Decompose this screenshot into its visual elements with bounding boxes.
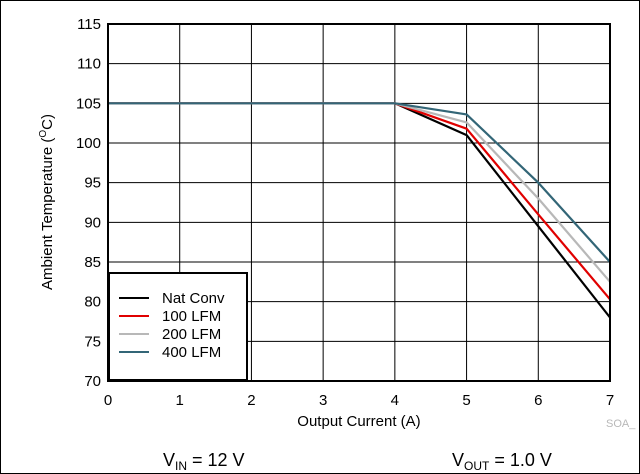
y-tick-label: 70 (84, 373, 101, 390)
vout-symbol: V (452, 450, 464, 470)
plot-area-border (107, 23, 611, 382)
vin-subscript: IN (175, 459, 187, 473)
x-tick-label: 2 (247, 392, 255, 409)
legend-box (108, 272, 248, 381)
y-axis-label-sup: O (38, 130, 49, 138)
y-tick-label: 115 (77, 16, 101, 33)
vout-subscript: OUT (464, 459, 490, 473)
y-axis-label-end: C) (39, 114, 56, 130)
y-tick-label: 85 (84, 254, 101, 271)
vin-value: = 12 V (187, 450, 245, 470)
y-tick-label: 75 (84, 333, 101, 350)
x-tick-label: 3 (319, 392, 327, 409)
y-tick-label: 90 (84, 214, 101, 231)
legend-label-400-lfm: 400 LFM (162, 344, 221, 361)
x-tick-label: 7 (606, 392, 614, 409)
figure-id-watermark: SOA_ (606, 418, 636, 430)
tick-labels: 0 1 2 3 4 5 6 7 70 75 80 85 90 95 100 105 110 115 (76, 16, 614, 409)
legend-label-nat-conv: Nat Conv (162, 290, 225, 307)
x-tick-label: 6 (534, 392, 542, 409)
legend-label-100-lfm: 100 LFM (162, 308, 221, 325)
vout-condition: VOUT = 1.0 V (452, 450, 552, 473)
y-axis-label-main: Ambient Temperature ( (39, 138, 56, 290)
legend: Nat Conv 100 LFM 200 LFM 400 LFM (108, 272, 248, 381)
y-axis-label: Ambient Temperature (OC) (38, 114, 56, 290)
x-axis-label: Output Current (A) (297, 413, 420, 430)
vout-value: = 1.0 V (489, 450, 552, 470)
y-tick-label: 105 (76, 95, 101, 112)
vin-symbol: V (163, 450, 175, 470)
series-lines (108, 102, 611, 319)
x-tick-label: 4 (391, 392, 399, 409)
series-line-400-lfm (108, 102, 611, 263)
legend-label-200-lfm: 200 LFM (162, 326, 221, 343)
x-tick-label: 0 (104, 392, 112, 409)
x-tick-label: 5 (462, 392, 470, 409)
y-tick-label: 80 (84, 294, 101, 311)
y-tick-label: 100 (76, 135, 101, 152)
y-tick-label: 95 (84, 175, 101, 192)
y-tick-label: 110 (77, 56, 101, 73)
x-tick-label: 1 (176, 392, 184, 409)
vin-condition: VIN = 12 V (163, 450, 245, 473)
